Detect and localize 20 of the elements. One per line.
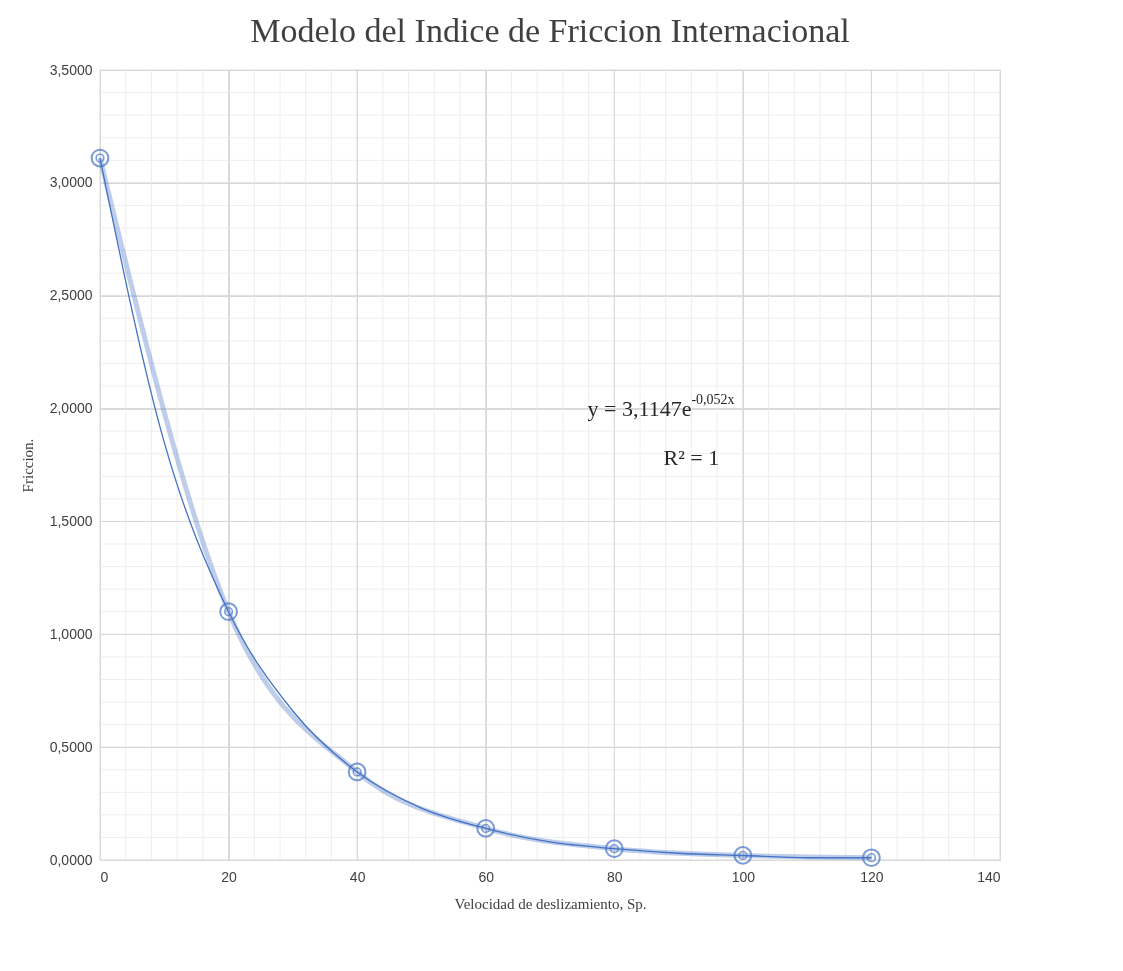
x-tick-label: 40 bbox=[349, 868, 366, 885]
y-tick-label: 1,5000 bbox=[49, 512, 93, 529]
x-tick-label: 100 bbox=[731, 868, 756, 885]
y-axis-title: Friccion. bbox=[19, 438, 36, 493]
x-tick-label: 80 bbox=[607, 868, 623, 885]
x-tick-label: 120 bbox=[860, 868, 884, 885]
y-tick-label: 3,0000 bbox=[49, 174, 93, 191]
y-tick-label: 2,0000 bbox=[49, 400, 93, 417]
y-tick-label: 0,5000 bbox=[49, 738, 93, 755]
chart-title: Modelo del Indice de Friccion Internacional bbox=[250, 12, 850, 49]
x-tick-label: 20 bbox=[221, 868, 238, 885]
x-tick-label: 140 bbox=[977, 868, 1001, 885]
x-axis-title: Velocidad de deslizamiento, Sp. bbox=[454, 895, 647, 912]
y-tick-label: 0,0000 bbox=[49, 851, 93, 868]
y-tick-label: 1,0000 bbox=[49, 625, 93, 642]
y-tick-label: 2,5000 bbox=[49, 287, 93, 304]
y-tick-label: 3,5000 bbox=[49, 61, 93, 78]
annotation: R² = 1 bbox=[663, 445, 720, 471]
x-tick-label: 0 bbox=[100, 868, 109, 885]
x-tick-label: 60 bbox=[478, 868, 495, 885]
